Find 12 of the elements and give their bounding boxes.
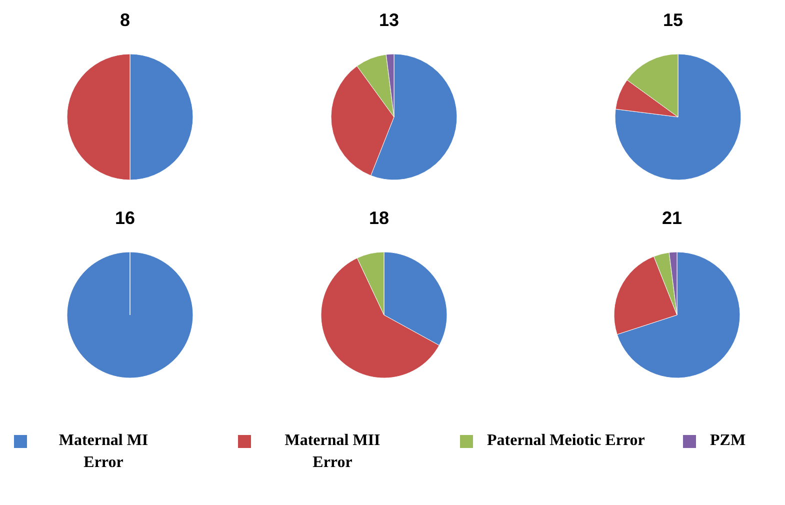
chart-title: 8	[118, 9, 131, 32]
legend-label: Maternal MI Error	[58, 431, 150, 473]
chart-title: 15	[662, 9, 684, 32]
chart-title: 18	[368, 207, 390, 230]
legend-label: PZM	[710, 431, 746, 451]
chart-title: 13	[378, 9, 400, 32]
pie-slice	[616, 252, 740, 378]
legend-label: Maternal MII Error	[284, 431, 382, 473]
chart-title: 16	[114, 207, 136, 230]
pie-slice	[614, 54, 742, 180]
legend-label: Paternal Meiotic Error	[487, 431, 645, 451]
chart-title: 21	[660, 207, 684, 230]
